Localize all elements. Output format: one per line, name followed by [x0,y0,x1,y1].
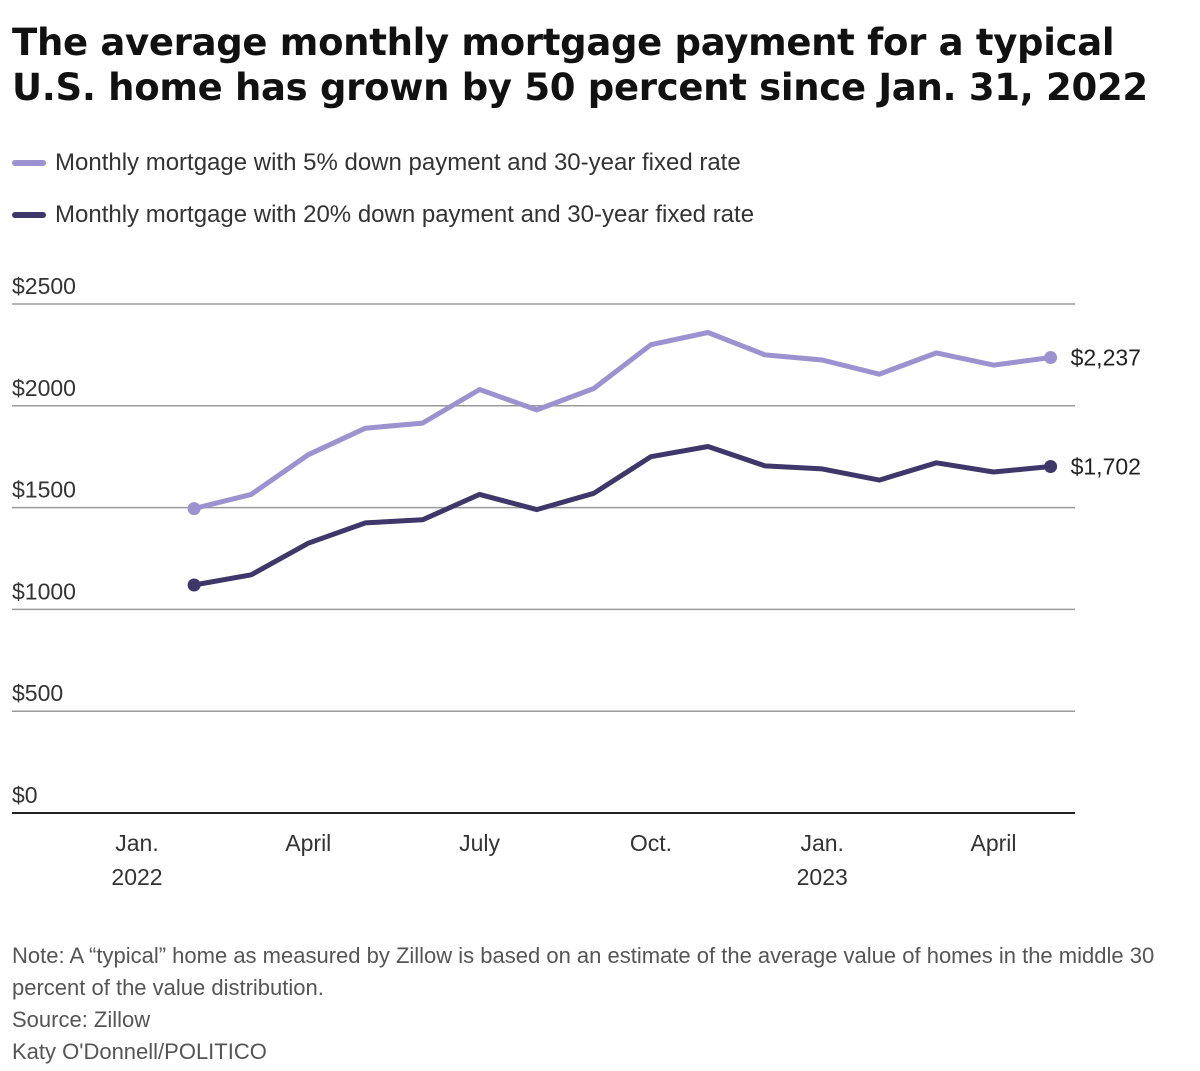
series-line-20-percent-down [191,444,1054,588]
x-tick-label: Oct. [630,830,672,856]
y-tick-label: $1500 [12,477,76,503]
legend-label: Monthly mortgage with 20% down payment a… [55,201,755,228]
x-tick-label: Jan. [115,830,158,856]
x-axis: Jan. 2022 April July Oct. Jan. 2023 April [111,830,1016,890]
x-tick-year-label: 2023 [797,864,848,890]
legend: Monthly mortgage with 5% down payment an… [12,148,754,252]
series-end-value-label: $2,237 [1071,345,1141,371]
footnotes: Note: A “typical” home as measured by Zi… [12,940,1182,1068]
series-line-5-percent-down [191,330,1054,512]
legend-label: Monthly mortgage with 5% down payment an… [55,149,741,176]
line-chart: $0 $500 $1000 $1500 $2000 $2500 Jan. 2022 April… [12,273,1141,890]
y-tick-label: $2000 [12,375,76,401]
y-tick-label: $2500 [12,273,76,299]
legend-item-20-percent-down: Monthly mortgage with 20% down payment a… [12,200,754,230]
x-tick-year-label: 2022 [111,864,162,890]
legend-item-5-percent-down: Monthly mortgage with 5% down payment an… [12,148,754,178]
series-start-marker [187,502,201,516]
x-tick-label: April [285,830,331,856]
note-text: Note: A “typical” home as measured by Zi… [12,943,1155,1000]
series-start-marker [187,578,201,592]
grid-layer: $0 $500 $1000 $1500 $2000 $2500 [12,273,1075,814]
x-tick-label: April [970,830,1016,856]
source-text: Source: Zillow [12,1007,151,1032]
credit-text: Katy O'Donnell/POLITICO [12,1039,267,1064]
series-end-value-label: $1,702 [1071,453,1141,479]
y-tick-label: $0 [12,782,38,808]
series-end-marker [1044,459,1058,473]
y-tick-label: $1000 [12,578,76,604]
x-tick-label: Jan. [800,830,843,856]
legend-swatch-light [12,160,46,166]
x-tick-label: July [459,830,500,856]
chart-title: The average monthly mortgage payment for… [12,21,1148,109]
end-labels: $2,237 $1,702 [1071,345,1141,480]
y-tick-label: $500 [12,680,63,706]
series-end-marker [1044,351,1058,365]
series-layer [187,330,1058,592]
legend-swatch-dark [12,212,46,218]
